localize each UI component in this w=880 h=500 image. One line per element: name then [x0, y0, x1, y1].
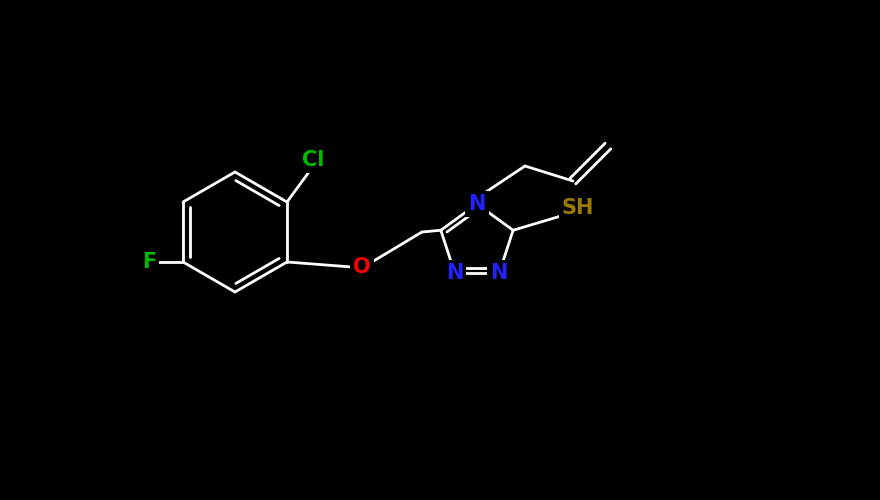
Text: F: F — [142, 252, 156, 272]
Text: N: N — [491, 262, 508, 282]
Text: O: O — [353, 257, 370, 277]
Text: N: N — [446, 262, 463, 282]
Text: SH: SH — [562, 198, 594, 218]
Text: N: N — [468, 194, 486, 214]
Text: Cl: Cl — [302, 150, 324, 170]
